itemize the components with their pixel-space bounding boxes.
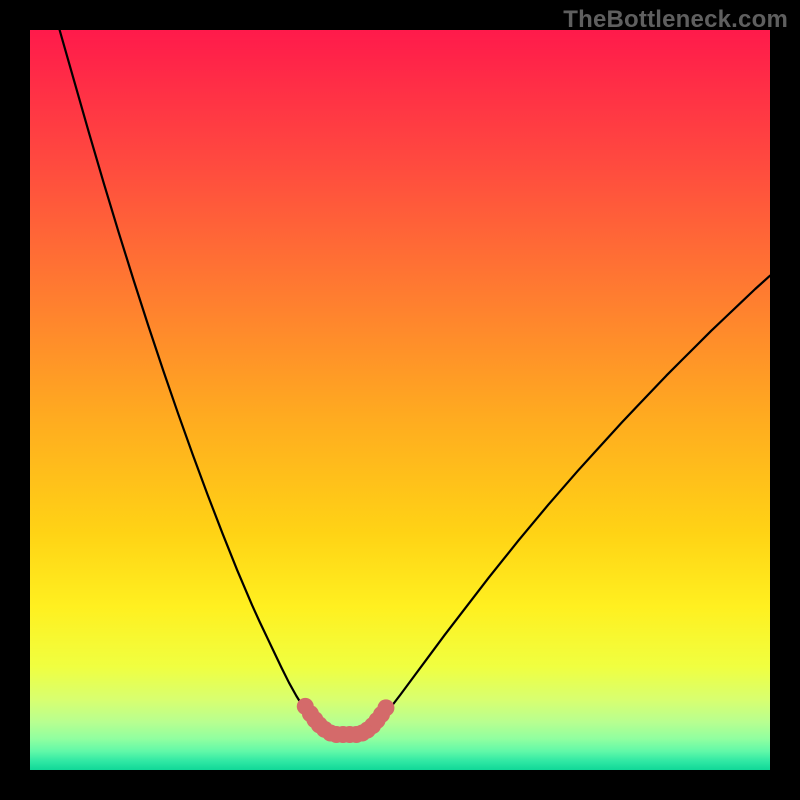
marker-group — [297, 698, 395, 743]
chart-frame: TheBottleneck.com — [0, 0, 800, 800]
plot-svg — [30, 30, 770, 770]
bottleneck-curve — [60, 30, 770, 734]
marker-dot — [377, 699, 394, 716]
plot-area — [30, 30, 770, 770]
